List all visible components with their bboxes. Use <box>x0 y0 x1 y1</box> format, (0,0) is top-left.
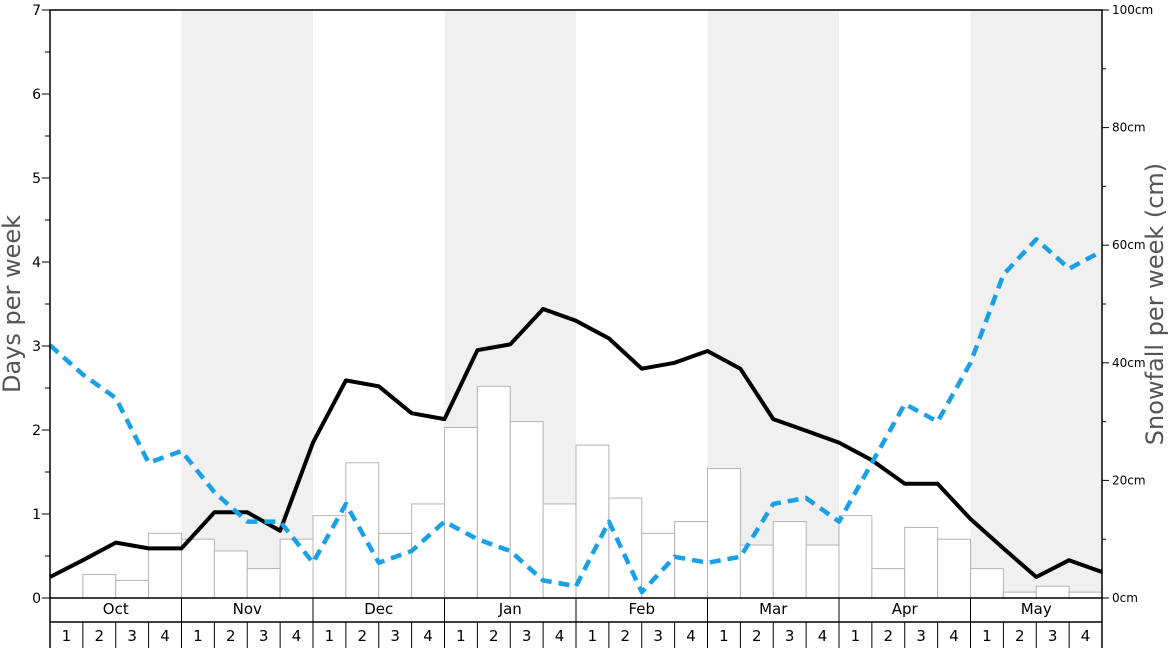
week-label: 4 <box>1081 627 1091 645</box>
snowfall-bar <box>213 550 248 599</box>
snowfall-bar <box>181 538 215 599</box>
month-band-nov <box>181 10 313 598</box>
left-tick-label: 1 <box>32 507 41 523</box>
snowfall-bar <box>1068 591 1103 599</box>
month-label: Mar <box>759 600 788 618</box>
snowfall-bar <box>115 579 150 599</box>
left-axis: 0 1 2 3 4 5 6 7 <box>32 3 50 607</box>
right-tick-label: 60cm <box>1112 238 1146 252</box>
week-label: 1 <box>193 627 203 645</box>
week-label: 4 <box>292 627 302 645</box>
week-label: 2 <box>358 627 368 645</box>
week-label: 1 <box>456 627 466 645</box>
week-label: 4 <box>818 627 828 645</box>
month-label: Jan <box>498 600 522 618</box>
week-label: 4 <box>686 627 696 645</box>
week-label: 1 <box>851 627 861 645</box>
snowfall-bar <box>279 538 314 599</box>
right-tick-label: 100cm <box>1112 3 1153 17</box>
week-label: 3 <box>522 627 532 645</box>
week-label: 2 <box>489 627 499 645</box>
right-tick-label: 20cm <box>1112 473 1146 487</box>
month-label: Nov <box>233 600 262 618</box>
month-bands <box>181 10 1102 598</box>
month-label: Oct <box>103 600 129 618</box>
month-label: Feb <box>628 600 655 618</box>
week-label: 3 <box>916 627 926 645</box>
right-axis-label: Snowfall per week (cm) <box>1141 163 1168 445</box>
week-label: 2 <box>1015 627 1025 645</box>
x-axis-table: Oct 1 2 3 4 Nov 1 2 3 4 Dec 1 2 3 4 Jan 1 2 3 4 Feb 1 2 3 4 Mar 1 2… <box>49 598 1103 648</box>
week-label: 2 <box>884 627 894 645</box>
week-label: 1 <box>719 627 729 645</box>
snowfall-bar <box>246 568 281 599</box>
left-tick-label: 3 <box>32 339 41 355</box>
snowfall-bar <box>970 568 1004 599</box>
snowfall-bar <box>378 532 413 599</box>
left-tick-label: 2 <box>32 423 41 439</box>
snowfall-bar <box>1002 591 1037 599</box>
snowfall-bar <box>739 544 774 599</box>
week-label: 1 <box>588 627 598 645</box>
week-label: 3 <box>259 627 269 645</box>
snowfall-bar <box>871 568 906 599</box>
snowfall-bar <box>444 426 478 599</box>
week-label: 1 <box>62 627 72 645</box>
snowfall-bar <box>937 538 971 599</box>
snowfall-bar <box>476 385 511 599</box>
week-label: 3 <box>390 627 400 645</box>
right-axis: 0cm 20cm 40cm 60cm 80cm 100cm <box>1102 3 1153 605</box>
week-label: 4 <box>555 627 565 645</box>
left-axis-label: Days per week <box>0 215 26 393</box>
week-label: 2 <box>95 627 105 645</box>
week-label: 1 <box>982 627 992 645</box>
week-label: 2 <box>226 627 236 645</box>
snow-days-line <box>49 307 1103 579</box>
snowfall-bar <box>641 532 676 599</box>
week-label: 2 <box>752 627 762 645</box>
month-label: May <box>1021 600 1052 618</box>
week-label: 3 <box>653 627 663 645</box>
snowfall-bar <box>575 444 610 599</box>
snowfall-bar <box>411 503 445 599</box>
snowfall-bars <box>82 385 1103 599</box>
week-label: 4 <box>949 627 959 645</box>
snowfall-bar <box>904 526 939 599</box>
snowfall-bar <box>1035 585 1070 599</box>
left-tick-label: 5 <box>32 171 41 187</box>
left-tick-label: 4 <box>32 255 41 271</box>
week-label: 2 <box>621 627 631 645</box>
week-label: 3 <box>785 627 795 645</box>
month-label: Dec <box>364 600 393 618</box>
week-label: 3 <box>127 627 137 645</box>
right-tick-label: 0cm <box>1112 591 1138 605</box>
snowfall-bar <box>82 573 117 599</box>
week-label: 4 <box>160 627 170 645</box>
week-label: 3 <box>1048 627 1058 645</box>
left-tick-label: 6 <box>32 87 41 103</box>
left-tick-label: 0 <box>32 591 41 607</box>
snowfall-bar <box>148 532 182 599</box>
snowfall-bar <box>838 515 873 599</box>
month-label: Apr <box>892 600 919 618</box>
right-tick-label: 40cm <box>1112 356 1146 370</box>
week-label: 4 <box>423 627 433 645</box>
series-lines <box>48 237 1104 595</box>
left-tick-label: 7 <box>32 3 41 19</box>
snowfall-bar <box>608 497 643 599</box>
week-label: 1 <box>325 627 335 645</box>
snowfall-bar <box>509 421 544 599</box>
snow-depth-line <box>48 237 1104 595</box>
snowfall-bar <box>805 544 840 599</box>
snowfall-bar <box>772 521 807 599</box>
snowfall-bar <box>707 468 741 599</box>
right-tick-label: 80cm <box>1112 121 1146 135</box>
